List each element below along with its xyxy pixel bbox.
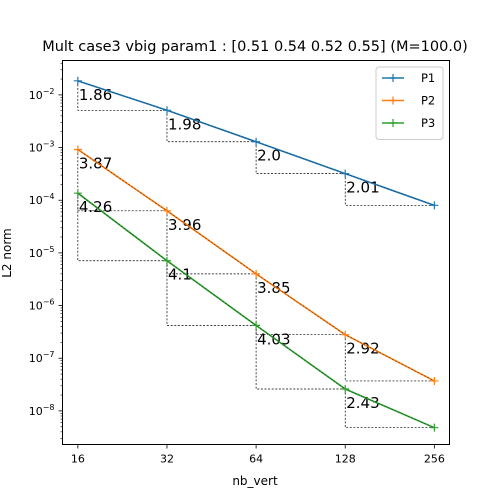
data-point-p2 [341, 330, 350, 339]
x-tick-label: 16 [71, 453, 85, 466]
convergence-triangle [255, 141, 346, 174]
data-point-p1 [252, 137, 261, 146]
data-point-p2 [73, 145, 82, 154]
convergence-rate-label: 1.98 [168, 115, 201, 133]
legend-marker-p3 [389, 119, 397, 127]
data-point-p2 [252, 269, 261, 278]
convergence-triangle [255, 325, 346, 390]
series-overlay-p3 [77, 192, 435, 428]
convergence-triangle [77, 193, 167, 262]
convergence-rate-label: 2.92 [346, 340, 379, 358]
axes-frame [62, 60, 450, 445]
y-tick-label: 10−4 [29, 192, 55, 207]
y-tick-label: 10−2 [29, 87, 55, 102]
convergence-triangle [255, 273, 346, 336]
convergence-triangle [344, 389, 435, 429]
y-tick-label: 10−5 [29, 245, 55, 260]
y-tick-label: 10−6 [29, 298, 55, 313]
data-point-p1 [430, 201, 439, 210]
convergence-rate-label: 1.86 [79, 86, 112, 104]
legend-label-p2: P2 [421, 94, 435, 108]
data-point-p2 [430, 376, 439, 385]
data-point-p2 [162, 206, 171, 215]
convergence-triangle [344, 334, 435, 382]
legend-label-p3: P3 [421, 116, 435, 130]
convergence-rate-label: 2.0 [257, 147, 281, 165]
data-point-p1 [73, 76, 82, 85]
y-axis-label: L2 norm [0, 228, 14, 278]
data-point-p3 [162, 256, 171, 265]
data-point-p1 [162, 106, 171, 115]
convergence-triangle [166, 260, 257, 326]
data-point-p3 [430, 423, 439, 432]
legend-label-p1: P1 [421, 71, 435, 85]
x-tick-label: 128 [335, 453, 356, 466]
convergence-rate-label: 2.43 [346, 394, 379, 412]
convergence-rate-label: 4.1 [168, 266, 192, 284]
legend-marker-p2 [389, 96, 397, 105]
y-tick-label: 10−3 [29, 140, 55, 155]
data-point-p3 [73, 189, 82, 198]
convergence-rate-label: 2.01 [346, 179, 379, 197]
legend-marker-p1 [389, 74, 397, 82]
convergence-triangle [344, 173, 435, 206]
y-tick-label: 10−7 [29, 350, 55, 365]
data-point-p1 [341, 169, 350, 178]
convergence-triangle [166, 210, 257, 275]
convergence-triangle [77, 149, 167, 212]
x-axis-label: nb_vert [232, 474, 278, 488]
data-point-p3 [341, 385, 350, 394]
x-tick-label: 256 [424, 453, 445, 466]
chart-title: Mult case3 vbig param1 : [0.51 0.54 0.52… [42, 39, 468, 55]
data-point-p3 [252, 321, 261, 330]
convergence-triangle [166, 110, 257, 143]
y-tick-label: 10−8 [29, 403, 55, 418]
convergence-triangle [77, 80, 167, 111]
plot-area: 16 32 64 128 256 10−8 10−7 10−6 10−5 10−4 10−3 10−2… [29, 62, 445, 466]
x-tick-label: 64 [249, 453, 263, 466]
x-tick-label: 32 [160, 453, 174, 466]
